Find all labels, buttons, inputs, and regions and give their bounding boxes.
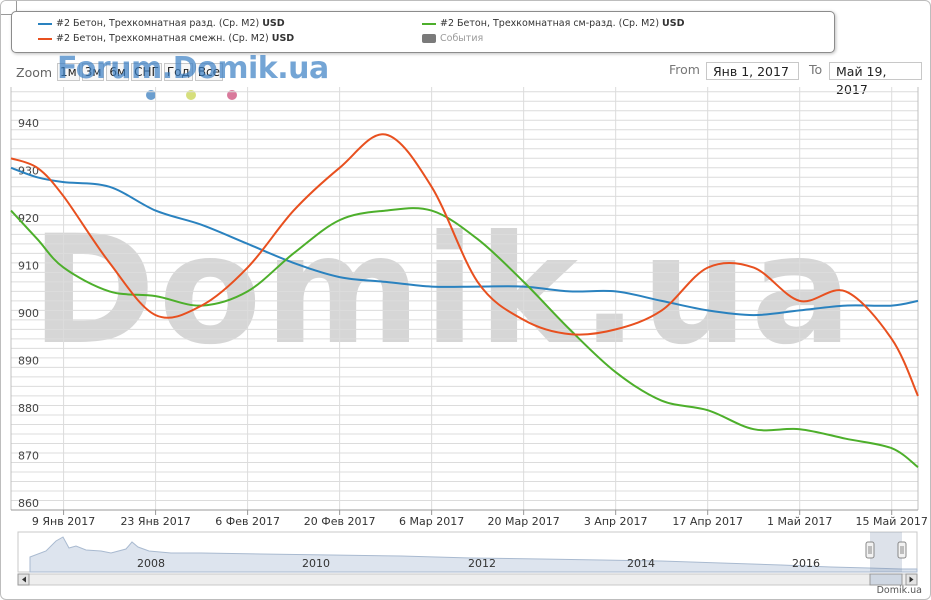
y-tick-label: 870 (18, 449, 39, 462)
zoom-button-3m[interactable]: 3м (81, 63, 105, 81)
x-tick-label: 6 Фев 2017 (215, 515, 280, 528)
navigator-handle-left[interactable] (865, 541, 875, 559)
x-tick-label: 1 Май 2017 (767, 515, 832, 528)
zoom-button-1m[interactable]: 1м (57, 63, 80, 81)
navigator-year-label: 2012 (468, 557, 496, 570)
legend-line-icon (38, 22, 52, 25)
scrollbar-thumb[interactable] (869, 573, 903, 586)
range-to-label: To (809, 62, 823, 77)
navigator-series-area (29, 536, 918, 573)
x-tick-label: 20 Мар 2017 (488, 515, 560, 528)
x-tick-label: 3 Апр 2017 (584, 515, 648, 528)
series-line-3[interactable] (10, 133, 919, 397)
event-marker-pink[interactable] (227, 90, 237, 100)
legend-line-icon (422, 22, 436, 25)
x-tick-label: 9 Янв 2017 (32, 515, 95, 528)
event-marker-blue[interactable] (146, 90, 156, 100)
legend-unit: USD (662, 18, 685, 29)
navigator-year-label: 2016 (792, 557, 820, 570)
navigator-year-label: 2014 (627, 557, 655, 570)
x-axis: 9 Янв 2017 23 Янв 2017 6 Фев 2017 20 Фев 20… (32, 510, 928, 528)
zoom-label: Zoom (16, 64, 53, 80)
y-tick-label: 890 (18, 354, 39, 367)
y-tick-label: 880 (18, 402, 39, 415)
events-box-icon (422, 34, 436, 43)
y-tick-label: 920 (18, 212, 39, 225)
arrow-right-icon (909, 576, 914, 583)
range-to-input[interactable]: Май 19, 2017 (829, 62, 922, 97)
legend-unit: USD (262, 18, 285, 29)
y-axis: 860 870 880 890 900 910 920 930 940 (18, 117, 39, 510)
event-marker-yellow[interactable] (186, 90, 196, 100)
legend: #2 Бетон, Трехкомнатная разд. (Ср. М2) U… (11, 11, 835, 53)
x-tick-label: 6 Мар 2017 (399, 515, 464, 528)
range-from-label: From (669, 62, 700, 77)
legend-unit: USD (271, 33, 295, 44)
legend-item-series-1[interactable]: #2 Бетон, Трехкомнатная разд. (Ср. М2) U… (38, 18, 285, 29)
zoom-button-year[interactable]: Год (163, 63, 193, 81)
legend-line-icon (38, 37, 52, 40)
scrollbar-track[interactable] (17, 573, 918, 586)
x-tick-label: 20 Фев 2017 (304, 515, 376, 528)
series-line-2[interactable] (10, 207, 919, 469)
range-from-input[interactable]: Янв 1, 2017 (706, 62, 799, 80)
y-tick-label: 940 (18, 117, 39, 130)
y-tick-label: 900 (18, 307, 39, 320)
series-line-1[interactable] (10, 166, 919, 317)
navigator-year-label: 2008 (137, 557, 165, 570)
zoom-button-ytd[interactable]: СНГ (131, 63, 162, 81)
legend-label: #2 Бетон, Трехкомнатная разд. (Ср. М2) (56, 18, 260, 29)
forum-watermark: Forum.Domik.ua (57, 51, 329, 86)
zoom-button-all[interactable]: Все (194, 63, 224, 81)
legend-label: События (440, 33, 484, 44)
x-tick-label: 23 Янв 2017 (120, 515, 190, 528)
x-tick-label: 17 Апр 2017 (672, 515, 743, 528)
navigator-selection[interactable] (870, 532, 902, 572)
legend-item-events[interactable]: События (422, 33, 483, 44)
y-tick-label: 860 (18, 497, 39, 510)
arrow-left-icon (22, 576, 26, 583)
credit: Domik.ua (876, 585, 922, 596)
grid (10, 87, 919, 511)
series-lines (10, 133, 919, 469)
zoom-button-6m[interactable]: 6м (106, 63, 130, 81)
navigator: 2008 2010 2012 2014 2016 (17, 531, 918, 586)
y-tick-label: 930 (18, 164, 39, 177)
y-tick-label: 910 (18, 259, 39, 272)
legend-label: #2 Бетон, Трехкомнатная см-разд. (Ср. М2… (440, 18, 660, 29)
event-markers (146, 90, 237, 100)
legend-item-series-2[interactable]: #2 Бетон, Трехкомнатная см-разд. (Ср. М2… (422, 18, 684, 29)
zoom-controls: Zoom 1м 3м 6м СНГ Год Все (16, 63, 225, 81)
navigator-year-label: 2010 (302, 557, 330, 570)
legend-item-series-3[interactable]: #2 Бетон, Трехкомнатная смежн. (Ср. М2) … (38, 33, 294, 44)
x-tick-label: 15 Май 2017 (856, 515, 928, 528)
navigator-handle-right[interactable] (897, 541, 907, 559)
legend-label: #2 Бетон, Трехкомнатная смежн. (Ср. М2) (56, 33, 269, 44)
